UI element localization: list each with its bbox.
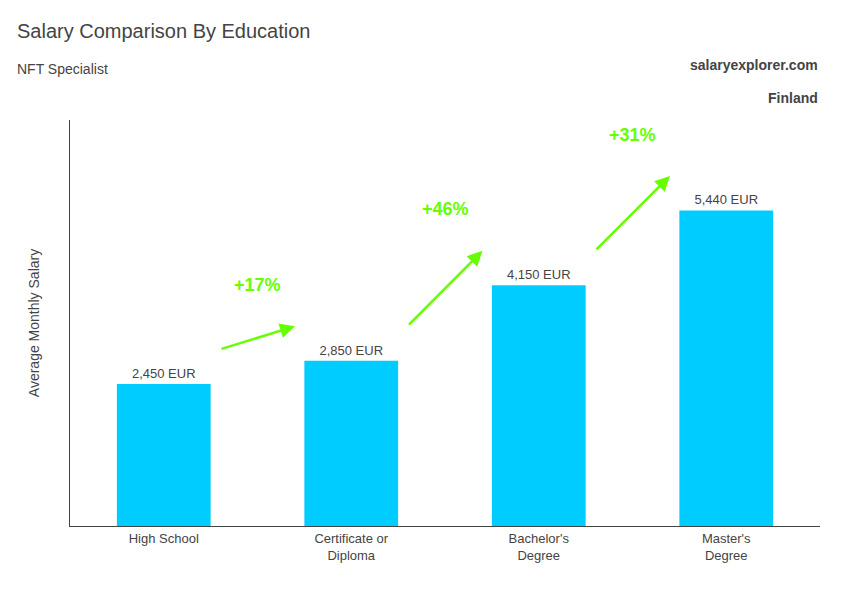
svg-text:Average Monthly Salary: Average Monthly Salary [26, 249, 42, 397]
svg-text:+31%: +31% [609, 125, 656, 145]
svg-text:Bachelor'sDegree: Bachelor'sDegree [509, 531, 570, 563]
svg-text:+46%: +46% [422, 199, 469, 219]
svg-text:2,850 EUR: 2,850 EUR [319, 343, 383, 358]
svg-text:Finland: Finland [768, 90, 818, 106]
svg-text:salaryexplorer.com: salaryexplorer.com [690, 57, 818, 73]
svg-text:NFT Specialist: NFT Specialist [17, 61, 108, 77]
svg-text:High School: High School [129, 531, 199, 546]
svg-text:Certificate orDiploma: Certificate orDiploma [314, 531, 388, 563]
svg-text:+17%: +17% [234, 275, 281, 295]
svg-text:Master'sDegree: Master'sDegree [702, 531, 751, 563]
svg-text:Salary Comparison By Education: Salary Comparison By Education [17, 20, 310, 42]
svg-text:5,440 EUR: 5,440 EUR [694, 192, 758, 207]
svg-text:2,450 EUR: 2,450 EUR [132, 366, 196, 381]
svg-text:4,150 EUR: 4,150 EUR [507, 267, 571, 282]
